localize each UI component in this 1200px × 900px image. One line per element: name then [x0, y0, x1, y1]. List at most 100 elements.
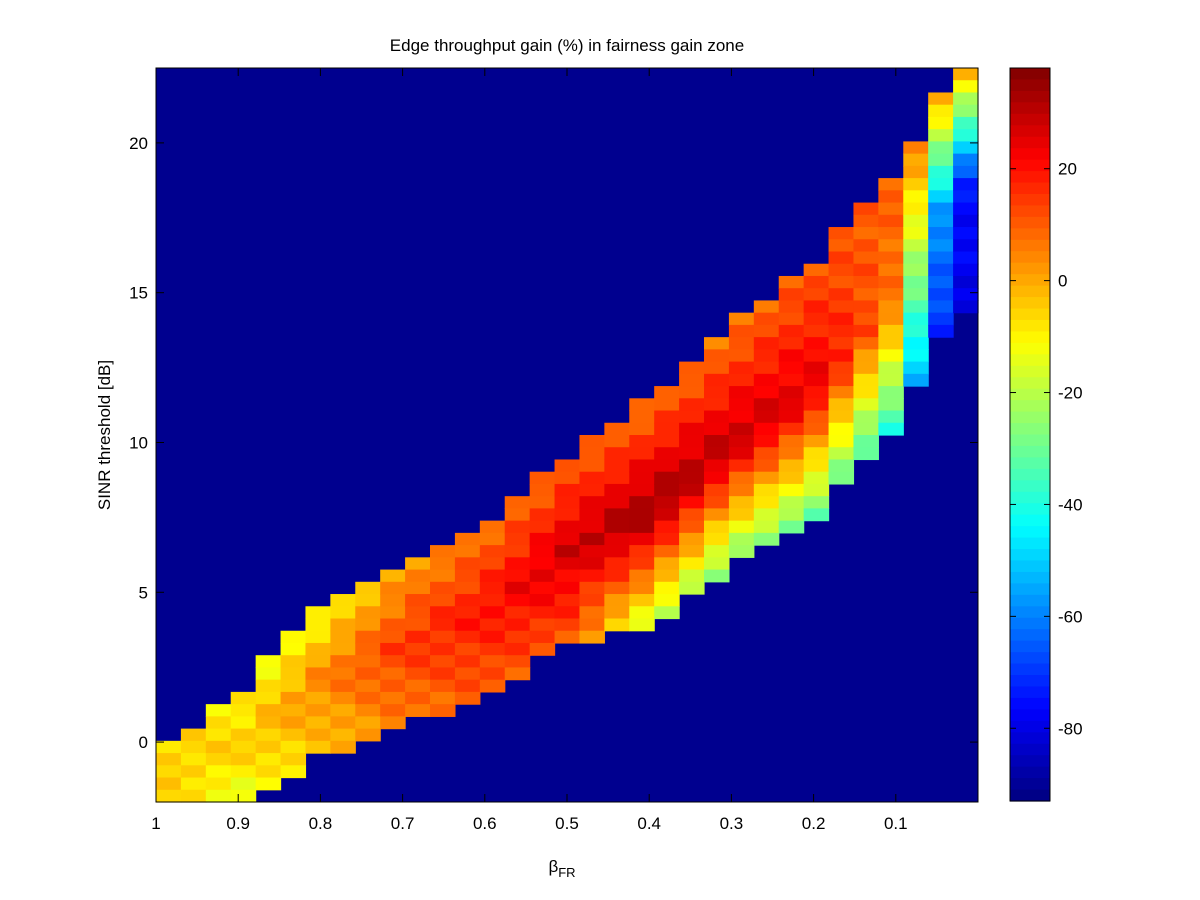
y-tick-label: 0	[139, 733, 148, 752]
heatmap-cell	[554, 557, 581, 571]
y-tick-label: 15	[129, 284, 148, 303]
heatmap-cell	[454, 557, 481, 571]
heatmap-cell	[554, 471, 581, 485]
heatmap-cell	[529, 532, 556, 546]
heatmap-cell	[629, 496, 655, 509]
heatmap-cell	[205, 765, 232, 779]
heatmap-cell	[803, 435, 830, 448]
heatmap-cell	[778, 373, 805, 387]
heatmap-cell	[828, 349, 855, 363]
colorbar-segment	[1010, 732, 1050, 745]
heatmap-cell	[330, 716, 356, 730]
heatmap-cell	[205, 777, 232, 791]
heatmap-cell	[878, 410, 904, 424]
heatmap-cell	[654, 483, 680, 497]
colorbar-tick-label: -60	[1058, 607, 1083, 626]
heatmap-cell	[828, 227, 855, 240]
heatmap-cell	[753, 520, 780, 534]
heatmap-cell	[704, 422, 730, 436]
heatmap-cell	[654, 569, 680, 583]
heatmap-cell	[430, 581, 456, 595]
heatmap-cell	[828, 471, 855, 485]
heatmap-cell	[728, 386, 755, 399]
heatmap-cell	[454, 679, 481, 693]
heatmap-cell	[430, 642, 456, 656]
heatmap-cell	[554, 569, 581, 583]
heatmap-cell	[504, 532, 531, 546]
heatmap-cell	[928, 116, 954, 130]
heatmap-cell	[778, 312, 805, 326]
heatmap-cell	[753, 483, 780, 497]
heatmap-cell	[679, 483, 705, 497]
heatmap-cell	[355, 667, 381, 681]
heatmap-cell	[554, 545, 581, 558]
heatmap-cell	[454, 581, 481, 595]
heatmap-cell	[903, 312, 929, 326]
heatmap-cell	[728, 373, 755, 387]
heatmap-cell	[405, 679, 431, 693]
colorbar-segment	[1010, 308, 1050, 321]
heatmap-cell	[504, 606, 531, 620]
heatmap-cell	[928, 190, 954, 204]
heatmap-cell	[504, 618, 531, 632]
heatmap-cell	[679, 569, 705, 583]
x-tick-label: 0.3	[720, 814, 744, 833]
heatmap-cell	[255, 728, 282, 742]
heatmap-cell	[355, 594, 381, 607]
heatmap-cell	[853, 300, 879, 314]
heatmap-cell	[554, 483, 581, 497]
heatmap-cell	[405, 655, 431, 669]
heatmap-cell	[828, 239, 855, 253]
heatmap-cell	[853, 373, 879, 387]
heatmap-cell	[903, 178, 929, 191]
heatmap-cell	[654, 557, 680, 571]
heatmap-cell	[629, 398, 655, 412]
heatmap-cell	[380, 679, 406, 693]
colorbar-segment	[1010, 193, 1050, 207]
heatmap-cell	[853, 447, 879, 461]
heatmap-cell	[903, 251, 929, 265]
heatmap-cell	[156, 765, 182, 779]
heatmap-cell	[853, 214, 879, 228]
heatmap-cell	[728, 398, 755, 412]
x-tick-label: 0.9	[226, 814, 250, 833]
heatmap-cell	[679, 410, 705, 424]
heatmap-cell	[928, 239, 954, 253]
heatmap-cell	[305, 642, 331, 656]
colorbar-tick-label: -80	[1058, 719, 1083, 738]
heatmap-cell	[828, 275, 855, 289]
heatmap-cell	[255, 704, 282, 717]
heatmap-cell	[280, 765, 307, 779]
heatmap-cell	[853, 410, 879, 424]
heatmap-cell	[679, 545, 705, 558]
heatmap-cell	[928, 153, 954, 167]
colorbar-segment	[1010, 594, 1050, 607]
heatmap-cell	[654, 520, 680, 534]
heatmap-cell	[753, 471, 780, 485]
heatmap-cell	[454, 569, 481, 583]
colorbar-segment	[1010, 560, 1050, 573]
heatmap-cell	[928, 288, 954, 302]
heatmap-cell	[554, 508, 581, 522]
heatmap-cell	[803, 398, 830, 412]
heatmap-cell	[953, 214, 979, 228]
heatmap-cell	[828, 288, 855, 302]
heatmap-cell	[728, 532, 755, 546]
heatmap-cell	[629, 545, 655, 558]
heatmap-cell	[629, 606, 655, 620]
heatmap-cell	[778, 300, 805, 314]
heatmap-cell	[704, 496, 730, 509]
colorbar-tick-label: 0	[1058, 272, 1067, 291]
heatmap-cell	[878, 227, 904, 240]
heatmap-cell	[679, 496, 705, 509]
heatmap-cell	[878, 288, 904, 302]
heatmap-cell	[928, 275, 954, 289]
heatmap-cell	[828, 263, 855, 277]
x-tick-label: 0.6	[473, 814, 497, 833]
heatmap-cell	[953, 251, 979, 265]
colorbar-gradient	[1010, 68, 1050, 802]
heatmap-cell	[205, 716, 232, 730]
heatmap-cell	[753, 337, 780, 350]
heatmap-cell	[230, 765, 257, 779]
heatmap-cell	[753, 361, 780, 375]
